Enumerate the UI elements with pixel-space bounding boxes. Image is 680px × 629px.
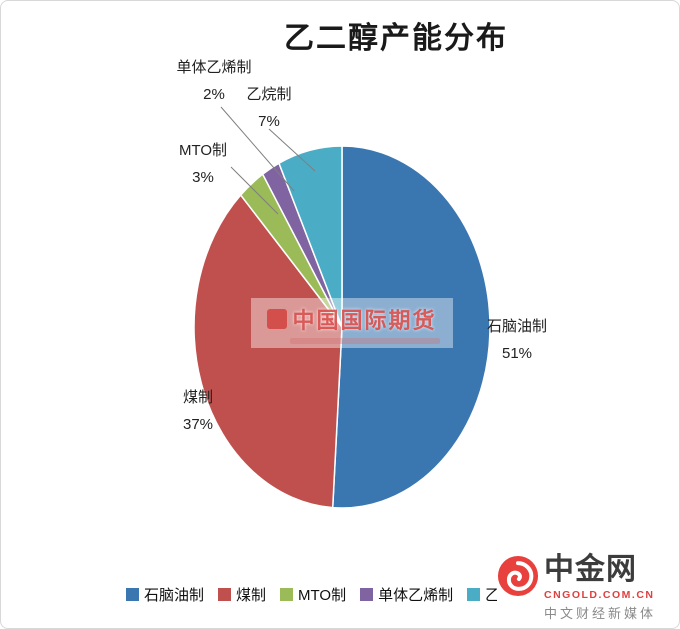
- legend-swatch: [360, 588, 374, 601]
- legend-swatch: [218, 588, 232, 601]
- pie-slice-煤制[interactable]: [193, 193, 343, 509]
- slice-label-name: 乙烷制: [246, 86, 292, 103]
- watermark-text: 中国国际期货: [292, 307, 437, 333]
- slice-label-value: 51%: [501, 345, 533, 362]
- slice-label-name: 单体乙烯制: [176, 59, 252, 76]
- pie-slice-乙烷制[interactable]: [278, 145, 343, 328]
- pie-slice-石脑油制[interactable]: [331, 145, 491, 509]
- legend-label: 煤制: [236, 587, 267, 604]
- slice-label-ethane: 乙烷制 7%: [229, 81, 309, 135]
- legend-item-石脑油制[interactable]: 石脑油制: [126, 584, 204, 605]
- brand-tagline: 中文财经新媒体: [544, 606, 657, 621]
- slice-label-mto: MTO制 3%: [163, 137, 243, 191]
- legend-item-MTO制[interactable]: MTO制: [280, 584, 346, 605]
- slice-label-value: 7%: [258, 113, 280, 130]
- cngold-logo-icon: [497, 555, 539, 597]
- watermark-logo-icon: [267, 308, 288, 329]
- legend-swatch: [126, 588, 139, 601]
- legend-label: MTO制: [298, 587, 347, 604]
- slice-label-value: 37%: [182, 416, 214, 433]
- slice-label-name: 煤制: [182, 389, 213, 406]
- legend-item-单体乙烯制[interactable]: 单体乙烯制: [360, 584, 453, 605]
- leader-lines: [220, 106, 316, 215]
- leader-line-mto: [230, 166, 279, 215]
- watermark: 中国国际期货: [251, 298, 453, 348]
- legend-label: 单体乙烯制: [378, 587, 454, 604]
- slice-label-name: MTO制: [178, 142, 228, 159]
- slice-label-name: 石脑油制: [486, 318, 547, 335]
- site-branding: 中金网 CNGOLD.COM.CN 中文财经新媒体: [497, 552, 675, 622]
- leader-line-ethane: [268, 128, 316, 172]
- watermark-subtext-bar: [290, 337, 440, 344]
- brand-name: 中金网: [544, 553, 637, 586]
- brand-domain: CNGOLD.COM.CN: [544, 589, 655, 601]
- slice-label-coal: 煤制 37%: [158, 384, 238, 438]
- chart-title: 乙二醇产能分布: [284, 22, 508, 55]
- slice-label-value: 2%: [203, 86, 225, 103]
- legend-swatch: [280, 588, 294, 601]
- legend-item-煤制[interactable]: 煤制: [218, 584, 266, 605]
- chart-legend: 石脑油制煤制MTO制单体乙烯制乙烷制: [126, 584, 506, 608]
- legend-label: 石脑油制: [144, 587, 205, 604]
- leader-line-monomer: [220, 106, 295, 192]
- pie-slices: [193, 145, 491, 509]
- slice-label-monomer: 单体乙烯制 2%: [164, 54, 264, 108]
- slice-label-naphtha: 石脑油制 51%: [471, 313, 563, 367]
- legend-swatch: [467, 588, 481, 601]
- slice-label-value: 3%: [192, 169, 214, 186]
